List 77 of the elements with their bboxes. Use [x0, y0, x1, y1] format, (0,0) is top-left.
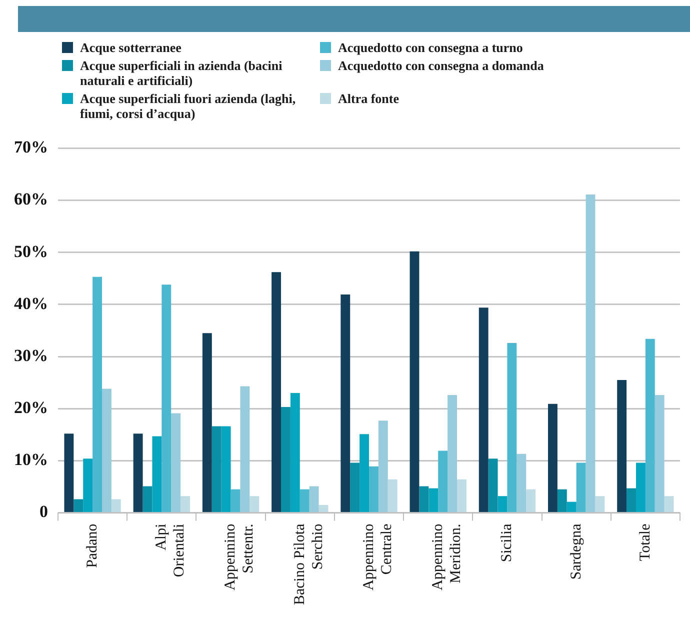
- bar: [586, 194, 596, 512]
- bar: [350, 462, 360, 512]
- bar: [360, 434, 369, 512]
- bar: [221, 426, 231, 512]
- bar: [410, 251, 420, 512]
- bar: [548, 404, 558, 512]
- bar: [318, 504, 328, 512]
- bar: [64, 434, 74, 512]
- legend-label: Acque sotterranee: [80, 40, 182, 55]
- x-tick-label: Appennino Meridion.: [430, 524, 464, 590]
- bar: [419, 486, 429, 512]
- bar: [152, 436, 162, 512]
- y-tick-label: 0: [40, 502, 48, 522]
- bar: [636, 462, 646, 512]
- legend-label: Acquedotto con consegna a domanda: [338, 58, 544, 73]
- bar: [645, 338, 655, 512]
- bar: [102, 388, 112, 512]
- bar: [74, 499, 84, 512]
- bar: [448, 395, 457, 512]
- y-tick-label: 20%: [14, 398, 48, 417]
- bar: [478, 308, 488, 512]
- bar: [488, 458, 498, 512]
- bar: [369, 466, 378, 512]
- bar: [566, 502, 576, 512]
- x-tick-label: Sardegna: [568, 523, 584, 580]
- bar: [438, 450, 448, 512]
- legend-label: Acque superficiali in azienda (bacini naturali e artificiali): [80, 58, 284, 88]
- x-tick-label: Alpi Orientali: [154, 524, 188, 578]
- bar: [576, 462, 586, 512]
- y-tick-label: 30%: [14, 346, 48, 365]
- x-tick-label: Totale: [637, 523, 654, 562]
- bar: [388, 479, 398, 512]
- bar: [516, 454, 526, 512]
- bar: [428, 488, 438, 512]
- y-tick-label: 10%: [14, 450, 48, 470]
- bar: [595, 496, 605, 512]
- bar: [617, 380, 627, 512]
- x-tick-label: Sicilia: [499, 523, 516, 562]
- y-tick-label: 50%: [14, 242, 48, 261]
- bar: [212, 426, 222, 512]
- bar: [230, 489, 240, 512]
- y-tick-label: 40%: [14, 294, 48, 313]
- bar: [133, 434, 143, 512]
- x-tick-label: Padano: [84, 524, 100, 568]
- bar: [162, 284, 172, 512]
- x-tick-label: Appennino Centrale: [360, 523, 395, 590]
- bar: [281, 407, 290, 512]
- bar: [92, 276, 102, 512]
- bar: [626, 488, 636, 512]
- bar: [250, 496, 260, 512]
- bar: [171, 413, 181, 512]
- legend-label: Acquedotto con consegna a turno: [338, 40, 523, 55]
- bar: [498, 496, 508, 512]
- bar: [202, 333, 212, 512]
- bar: [240, 386, 250, 512]
- bar: [83, 458, 93, 512]
- bar: [340, 294, 350, 512]
- bar: [378, 420, 388, 512]
- bar: [526, 489, 536, 512]
- bar: [664, 496, 674, 512]
- x-tick-label: Appennino Settentr.: [222, 524, 257, 590]
- bar: [507, 342, 517, 512]
- y-tick-label: 70%: [14, 138, 48, 157]
- x-tick-label: Bacino Pilota Serchio: [292, 523, 326, 606]
- bar: [300, 489, 310, 512]
- bar: [557, 489, 567, 512]
- legend-label: Altra fonte: [338, 91, 400, 106]
- bar: [142, 486, 152, 512]
- legend-label: Acque superficiali fuori azienda (laghi, fiumi, corsi d’acqua): [80, 91, 297, 121]
- bar: [111, 499, 121, 512]
- bar: [272, 272, 281, 512]
- bar: [654, 395, 664, 512]
- bar: [180, 496, 190, 512]
- bar: [309, 486, 319, 512]
- y-tick-label: 60%: [14, 190, 48, 209]
- bar: [290, 392, 300, 512]
- bar: [457, 479, 466, 512]
